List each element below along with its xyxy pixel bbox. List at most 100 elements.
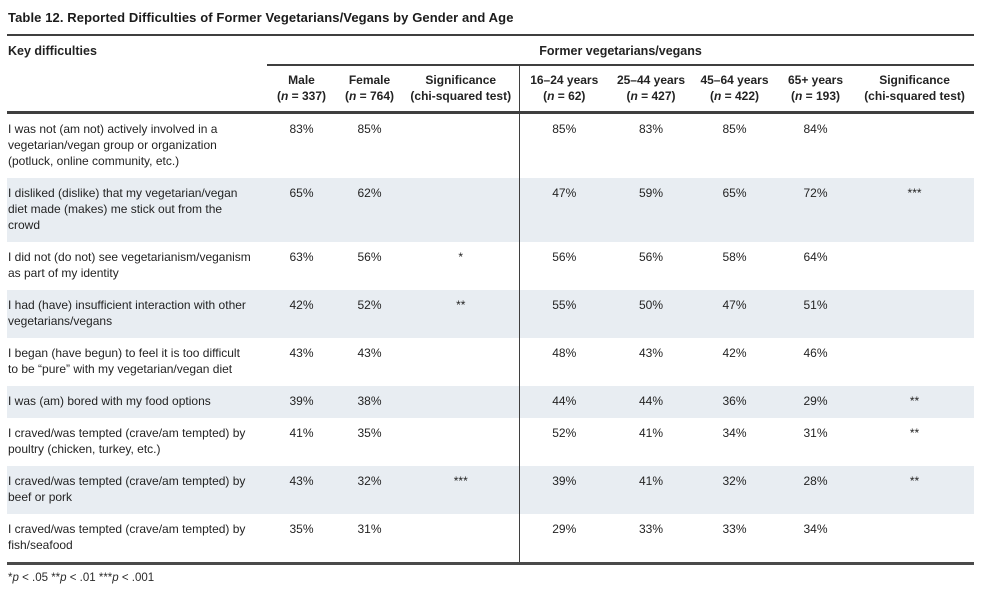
value-cell: 33% xyxy=(722,522,747,536)
value-cell: 64% xyxy=(803,250,828,264)
value-cell: 35% xyxy=(357,426,382,440)
table-row: I craved/was tempted (crave/am tempted) … xyxy=(7,466,975,514)
value-cell: 29% xyxy=(518,514,609,564)
value-cell: 52% xyxy=(357,298,382,312)
value-cell: 72% xyxy=(803,186,828,200)
significance-cell xyxy=(403,338,519,386)
value-cell: 51% xyxy=(803,298,828,312)
column-header-female: Female (n = 764) xyxy=(336,65,403,114)
value-cell: 85% xyxy=(722,122,747,136)
value-cell: 43% xyxy=(357,346,382,360)
value-cell: 59% xyxy=(638,186,664,200)
significance-cell xyxy=(403,514,519,564)
difficulty-cell: I craved/was tempted (crave/am tempted) … xyxy=(8,522,246,552)
value-cell: 63% xyxy=(289,250,314,264)
value-cell: 39% xyxy=(518,466,609,514)
value-cell: 36% xyxy=(722,394,747,408)
value-cell: 31% xyxy=(803,426,828,440)
value-cell: 29% xyxy=(803,394,828,408)
value-cell: 50% xyxy=(638,298,664,312)
key-difficulties-header: Key difficulties xyxy=(7,35,267,114)
value-cell: 48% xyxy=(518,338,609,386)
value-cell: 38% xyxy=(357,394,382,408)
value-cell: 47% xyxy=(722,298,747,312)
significance-cell xyxy=(855,113,974,179)
value-cell: 56% xyxy=(518,242,609,290)
age-45-64-n: (n = 422) xyxy=(709,89,760,103)
value-cell: 42% xyxy=(722,346,747,360)
significance-cell xyxy=(403,418,519,466)
significance-cell xyxy=(403,113,519,179)
column-header-16-24: 16–24 years (n = 62) xyxy=(518,65,609,114)
value-cell: 65% xyxy=(289,186,314,200)
difficulty-cell: I did not (do not) see vegetarianism/veg… xyxy=(8,250,251,280)
column-header-row: Male (n = 337) Female (n = 764) Signific… xyxy=(7,65,975,114)
value-cell: 56% xyxy=(638,250,664,264)
value-cell: 28% xyxy=(803,474,828,488)
table-row: I was not (am not) actively involved in … xyxy=(7,112,974,179)
value-cell: 52% xyxy=(518,418,609,466)
value-cell: 44% xyxy=(638,394,664,408)
difficulties-table: Key difficulties Former vegetarians/vega… xyxy=(7,34,975,565)
value-cell: 84% xyxy=(803,122,828,136)
value-cell: 43% xyxy=(638,346,664,360)
value-cell: 83% xyxy=(638,122,664,136)
value-cell: 56% xyxy=(357,250,382,264)
footnote-p05: *p < .05 xyxy=(8,572,52,584)
significance-cell: *** xyxy=(907,186,922,200)
difficulty-cell: I was not (am not) actively involved in … xyxy=(8,122,218,168)
column-header-significance-gender: Significance (chi-squared test) xyxy=(403,65,519,114)
value-cell: 33% xyxy=(638,522,664,536)
significance-cell: *** xyxy=(453,474,468,488)
table-row: I craved/was tempted (crave/am tempted) … xyxy=(7,418,974,466)
value-cell: 55% xyxy=(518,290,609,338)
difficulty-cell: I began (have begun) to feel it is too d… xyxy=(8,346,240,376)
value-cell: 41% xyxy=(638,426,664,440)
column-header-25-44: 25–44 years (n = 427) xyxy=(609,65,693,114)
column-header-45-64: 45–64 years (n = 422) xyxy=(693,65,776,114)
column-header-male: Male (n = 337) xyxy=(267,65,336,114)
significance-cell: ** xyxy=(909,394,920,408)
footnote-p01: **p < .01 xyxy=(51,572,99,584)
significance-cell xyxy=(403,178,519,242)
footnote-p001: ***p < .001 xyxy=(98,572,155,584)
significance-cell: ** xyxy=(909,474,920,488)
female-n: (n = 764) xyxy=(344,89,395,103)
value-cell: 58% xyxy=(722,250,747,264)
table-title: Table 12. Reported Difficulties of Forme… xyxy=(8,10,514,25)
table-row: I had (have) insufficient interaction wi… xyxy=(7,290,975,338)
value-cell: 85% xyxy=(357,122,382,136)
value-cell: 34% xyxy=(722,426,747,440)
value-cell: 65% xyxy=(722,186,747,200)
significance-cell xyxy=(855,514,974,564)
difficulty-cell: I disliked (dislike) that my vegetarian/… xyxy=(8,186,238,232)
value-cell: 83% xyxy=(289,122,314,136)
significance-cell xyxy=(855,242,974,290)
value-cell: 46% xyxy=(803,346,828,360)
value-cell: 32% xyxy=(722,474,747,488)
value-cell: 44% xyxy=(518,386,609,418)
value-cell: 41% xyxy=(638,474,664,488)
table-row: I did not (do not) see vegetarianism/veg… xyxy=(7,242,974,290)
table-row: I began (have begun) to feel it is too d… xyxy=(7,338,974,386)
male-n: (n = 337) xyxy=(276,89,327,103)
significance-footnote: *p < .05 **p < .01 ***p < .001 xyxy=(7,571,974,585)
value-cell: 43% xyxy=(289,346,314,360)
significance-cell: * xyxy=(458,250,464,264)
value-cell: 39% xyxy=(289,394,314,408)
value-cell: 35% xyxy=(289,522,314,536)
difficulty-cell: I had (have) insufficient interaction wi… xyxy=(8,298,246,328)
column-header-significance-age: Significance (chi-squared test) xyxy=(855,65,975,114)
value-cell: 85% xyxy=(518,112,609,178)
difficulty-cell: I craved/was tempted (crave/am tempted) … xyxy=(8,474,246,504)
value-cell: 62% xyxy=(357,186,382,200)
value-cell: 42% xyxy=(289,298,314,312)
significance-cell: ** xyxy=(909,426,920,440)
value-cell: 32% xyxy=(357,474,382,488)
value-cell: 34% xyxy=(803,522,828,536)
age-16-24-n: (n = 62) xyxy=(543,89,586,103)
table-row: I disliked (dislike) that my vegetarian/… xyxy=(7,178,975,242)
significance-cell xyxy=(855,290,974,338)
value-cell: 43% xyxy=(289,474,314,488)
table-row: I craved/was tempted (crave/am tempted) … xyxy=(7,514,974,564)
